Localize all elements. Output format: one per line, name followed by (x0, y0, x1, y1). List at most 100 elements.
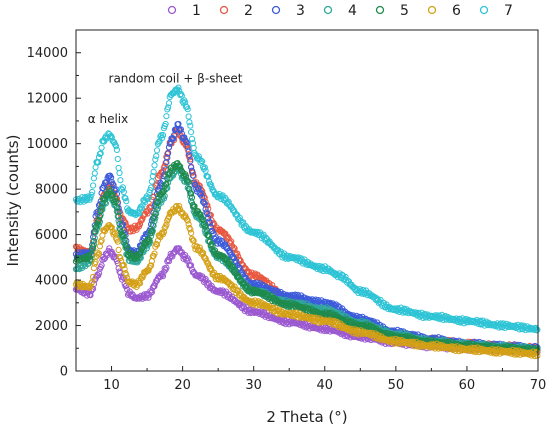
point-series-3 (177, 127, 184, 134)
y-tick-label: 14000 (27, 46, 68, 61)
point-series-7 (97, 150, 104, 157)
point-series-7 (153, 153, 160, 160)
point-series-6 (163, 221, 170, 228)
legend-marker-1 (167, 5, 177, 15)
point-series-6 (120, 261, 127, 269)
point-series-6 (184, 217, 191, 224)
point-series-6 (151, 250, 158, 257)
point-series-7 (173, 87, 180, 94)
point-series-5 (185, 178, 192, 185)
point-series-4 (79, 263, 86, 270)
point-series-6 (490, 350, 497, 357)
point-series-5 (120, 232, 127, 240)
point-series-1 (258, 308, 265, 315)
point-series-3 (185, 148, 192, 155)
point-series-6 (468, 344, 475, 351)
point-series-3 (186, 152, 193, 159)
point-series-2 (190, 173, 197, 180)
legend-label-2: 2 (244, 3, 253, 19)
x-tick-label: 70 (530, 378, 547, 393)
point-series-5 (117, 226, 124, 233)
legend-marker-6 (427, 5, 437, 15)
point-series-7 (162, 120, 169, 128)
point-series-7 (113, 143, 120, 150)
point-series-7 (187, 122, 194, 129)
x-tick-label: 40 (316, 378, 333, 393)
point-series-5 (96, 213, 104, 220)
legend-marker-2 (219, 5, 229, 15)
point-series-6 (121, 265, 128, 273)
point-series-7 (98, 144, 105, 151)
point-series-4 (116, 225, 123, 232)
point-series-7 (184, 106, 191, 113)
point-series-7 (462, 315, 469, 323)
point-series-2 (187, 156, 194, 163)
point-series-5 (164, 175, 171, 182)
legend-marker-4 (323, 5, 333, 15)
point-series-1 (163, 264, 170, 271)
point-series-7 (148, 178, 155, 185)
point-series-7 (165, 104, 172, 111)
point-series-6 (97, 238, 104, 245)
point-series-5 (91, 228, 98, 235)
point-series-7 (123, 198, 130, 205)
point-series-1 (220, 288, 227, 296)
point-series-7 (185, 113, 192, 120)
point-series-6 (153, 241, 161, 248)
x-tick-label: 20 (174, 378, 191, 393)
point-series-5 (93, 223, 100, 230)
point-series-5 (226, 258, 233, 265)
point-series-1 (159, 271, 166, 279)
point-series-2 (246, 269, 253, 276)
point-series-7 (207, 181, 214, 188)
point-series-6 (290, 309, 297, 316)
point-series-6 (188, 229, 195, 237)
point-series-7 (236, 214, 243, 221)
point-series-5 (149, 221, 156, 228)
point-series-6 (448, 343, 455, 350)
point-series-7 (534, 326, 541, 333)
point-series-2 (234, 250, 241, 257)
point-series-6 (107, 223, 115, 230)
point-series-3 (106, 173, 113, 180)
point-series-7 (153, 147, 161, 154)
point-series-3 (198, 190, 205, 197)
point-series-7 (190, 144, 197, 152)
point-series-3 (170, 135, 177, 142)
point-series-5 (95, 216, 103, 224)
point-series-7 (150, 168, 157, 175)
point-series-7 (278, 250, 285, 257)
point-series-5 (137, 248, 144, 255)
point-series-3 (188, 164, 195, 171)
point-series-5 (206, 232, 213, 239)
point-series-7 (122, 195, 129, 202)
point-series-3 (165, 150, 172, 157)
point-series-7 (206, 178, 213, 185)
x-axis-title: 2 Theta (°) (266, 408, 347, 426)
point-series-7 (151, 162, 158, 169)
point-series-3 (107, 174, 115, 181)
legend-label-1: 1 (192, 3, 201, 19)
point-series-2 (161, 162, 168, 170)
point-series-7 (165, 100, 173, 107)
point-series-2 (237, 257, 244, 264)
point-series-6 (96, 243, 104, 250)
point-series-7 (178, 92, 185, 99)
point-series-2 (230, 244, 237, 251)
point-series-5 (113, 204, 121, 211)
point-series-3 (292, 291, 299, 298)
point-series-1 (338, 331, 345, 338)
point-series-3 (177, 126, 184, 133)
point-series-3 (165, 144, 173, 151)
point-series-6 (455, 348, 463, 355)
point-series-1 (145, 294, 152, 301)
point-series-1 (98, 262, 105, 269)
point-series-3 (164, 154, 171, 161)
point-series-1 (101, 256, 108, 263)
plot-frame (75, 29, 539, 372)
point-series-6 (95, 251, 102, 258)
y-tick-label: 12000 (27, 92, 68, 107)
point-series-7 (218, 193, 225, 200)
point-series-6 (123, 271, 130, 278)
point-series-6 (148, 262, 155, 269)
